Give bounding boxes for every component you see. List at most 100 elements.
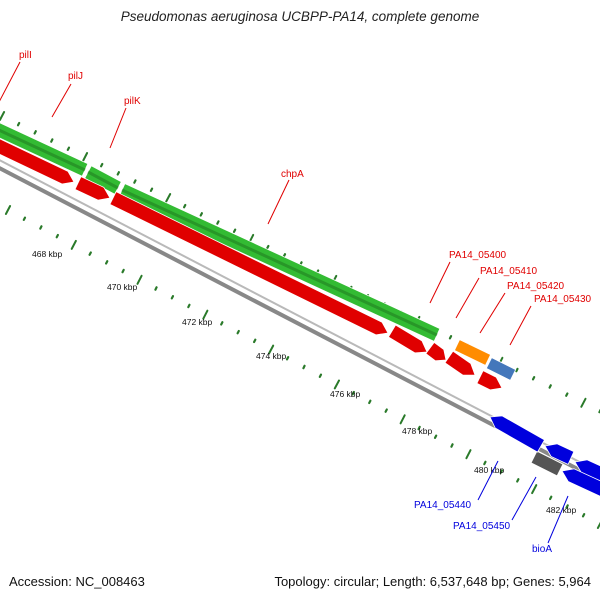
outer-tick <box>548 384 552 389</box>
inner-tick <box>417 425 421 431</box>
outer-tick <box>99 162 104 168</box>
inner-tick <box>170 295 175 300</box>
kbp-tick-label: 472 kbp <box>182 317 213 327</box>
inner-tick <box>268 344 275 355</box>
gene-leader-line <box>0 61 21 102</box>
outer-tick <box>580 397 587 408</box>
inner-tick <box>596 521 600 529</box>
inner-tick <box>333 379 340 390</box>
gene-arrow-forward <box>444 350 476 376</box>
inner-tick <box>531 484 538 495</box>
kbp-tick-label: 482 kbp <box>546 505 577 515</box>
gene-label: pilI <box>19 50 32 61</box>
gene-arrow-forward <box>74 176 111 201</box>
kbp-tick-label: 468 kbp <box>32 249 63 259</box>
outer-tick <box>232 228 237 233</box>
cds-feature-green-core <box>121 188 438 337</box>
inner-tick <box>253 338 257 344</box>
outer-tick <box>16 121 21 127</box>
gene-label: pilJ <box>68 71 83 82</box>
gene-label: PA14_05410 <box>480 266 538 277</box>
inner-tick <box>187 303 191 309</box>
gene-label: chpA <box>281 169 304 180</box>
outer-tick <box>199 212 203 217</box>
inner-tick <box>285 356 290 361</box>
inner-tick <box>4 205 12 215</box>
outer-tick <box>66 146 71 151</box>
outer-tick <box>50 138 54 143</box>
inner-tick <box>548 495 553 501</box>
inner-tick <box>318 373 323 378</box>
inner-tick <box>302 364 306 370</box>
outer-tick <box>116 171 121 176</box>
gene-arrow-forward <box>425 341 447 362</box>
gene-box-steelblue <box>485 357 517 381</box>
gene-leader-line <box>547 495 569 544</box>
inner-tick <box>384 408 388 413</box>
outer-tick <box>165 193 172 203</box>
gene-leader-line <box>267 179 290 225</box>
gene-label: PA14_05430 <box>534 294 592 305</box>
outer-tick <box>282 253 287 258</box>
gene-leader-line <box>509 305 532 346</box>
inner-tick <box>121 268 125 274</box>
inner-tick <box>433 434 438 439</box>
outer-tick <box>82 152 89 162</box>
gene-arrow-reverse <box>544 443 575 465</box>
inner-tick <box>465 449 472 460</box>
inner-tick <box>581 512 586 518</box>
outer-tick <box>448 335 453 340</box>
gene-arrow-forward <box>476 370 503 391</box>
gene-box-orange <box>453 339 492 366</box>
outer-tick <box>531 376 536 381</box>
gene-leader-line <box>109 107 127 149</box>
gene-leader-line <box>479 292 506 334</box>
inner-tick <box>499 469 503 474</box>
inner-tick <box>399 414 406 425</box>
cds-feature-green-core <box>0 128 86 172</box>
kbp-tick-label: 478 kbp <box>402 426 433 436</box>
backbone-layer <box>0 159 600 483</box>
gene-label: bioA <box>532 544 552 555</box>
outer-tick <box>133 179 137 184</box>
gene-leader-line <box>477 460 499 501</box>
gene-arrow-forward <box>0 138 75 185</box>
inner-tick <box>516 478 520 483</box>
inner-tick <box>236 329 240 335</box>
outer-tick <box>266 244 270 250</box>
outer-tick <box>515 367 519 373</box>
inner-tick <box>55 233 60 239</box>
gene-arrow-forward <box>387 324 428 354</box>
outer-tick <box>33 130 37 135</box>
inner-tick <box>154 286 158 291</box>
accession-text: Accession: NC_008463 <box>9 574 145 589</box>
outer-tick <box>216 220 220 225</box>
inner-tick <box>39 225 43 230</box>
inner-tick <box>88 251 92 256</box>
cds-feature-green-core <box>87 170 119 190</box>
inner-tick <box>136 274 143 285</box>
gene-leader-line <box>455 277 480 319</box>
kbp-tick-label: 474 kbp <box>256 351 287 361</box>
gene-leader-line <box>429 261 451 304</box>
gene-box-gray <box>530 450 564 477</box>
gene-label: PA14_05420 <box>507 281 565 292</box>
inner-tick <box>450 443 454 448</box>
inner-tick <box>70 239 77 250</box>
outer-tick <box>183 203 187 209</box>
inner-tick <box>483 460 487 466</box>
gene-leader-line <box>51 83 72 118</box>
page-title: Pseudomonas aeruginosa UCBPP-PA14, compl… <box>120 9 480 24</box>
inner-tick <box>351 390 355 396</box>
inner-tick <box>202 309 209 320</box>
kbp-tick-label: 476 kbp <box>330 389 361 399</box>
inner-tick <box>368 399 372 405</box>
gene-label: PA14_05450 <box>453 521 511 532</box>
gene-arrow-reverse <box>489 415 546 453</box>
kbp-tick-label: 480 kbp <box>474 465 505 475</box>
outer-tick <box>0 111 6 121</box>
gene-leader-line <box>511 476 537 521</box>
outer-tick <box>565 392 569 397</box>
gene-label: pilK <box>124 96 141 107</box>
